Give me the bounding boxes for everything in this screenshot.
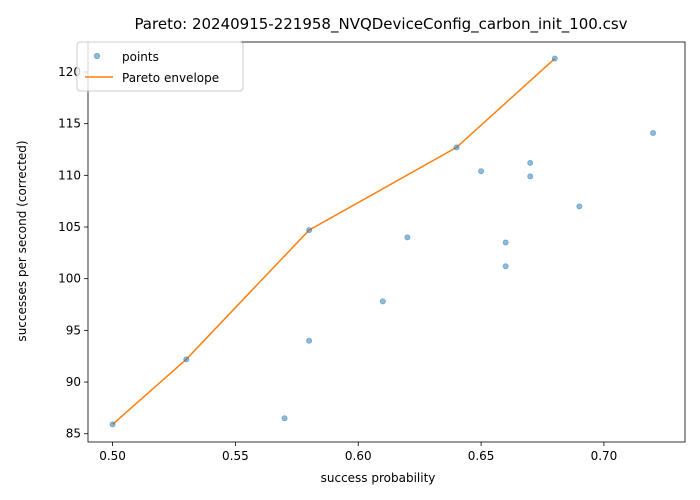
legend-envelope-label: Pareto envelope xyxy=(122,71,219,85)
y-tick-label: 85 xyxy=(66,427,81,441)
data-point xyxy=(650,129,657,136)
plot-background xyxy=(88,42,685,442)
x-tick-label: 0.50 xyxy=(99,449,126,463)
data-point xyxy=(183,356,190,363)
data-point xyxy=(306,337,313,344)
y-tick-label: 90 xyxy=(66,375,81,389)
plot-area xyxy=(88,42,685,442)
points-layer xyxy=(109,55,657,428)
data-point xyxy=(109,421,116,428)
y-axis-label: successes per second (corrected) xyxy=(15,140,29,341)
data-point xyxy=(527,159,534,166)
y-tick-label: 95 xyxy=(66,323,81,337)
legend-box xyxy=(76,41,244,92)
y-tick-label: 100 xyxy=(58,272,81,286)
data-point xyxy=(404,234,411,241)
x-tick-label: 0.60 xyxy=(345,449,372,463)
data-point xyxy=(551,55,558,62)
legend: points Pareto envelope xyxy=(76,41,244,92)
data-point xyxy=(576,203,583,210)
data-point xyxy=(527,173,534,180)
legend-points-marker xyxy=(93,52,101,60)
data-point xyxy=(453,144,460,151)
data-point xyxy=(502,263,509,270)
y-tick-label: 120 xyxy=(58,65,81,79)
data-point xyxy=(502,239,509,246)
x-axis-ticks: 0.50 0.55 0.60 0.65 0.70 xyxy=(99,442,617,463)
data-point xyxy=(281,415,288,422)
axes-frame xyxy=(87,41,686,443)
y-axis-ticks: 85 90 95 100 105 110 115 120 xyxy=(58,65,88,441)
y-tick-label: 110 xyxy=(58,168,81,182)
data-point xyxy=(478,168,485,175)
y-tick-label: 115 xyxy=(58,117,81,131)
x-tick-label: 0.55 xyxy=(222,449,249,463)
x-tick-label: 0.70 xyxy=(591,449,618,463)
axes-border xyxy=(87,41,686,443)
x-axis-label: success probability xyxy=(321,471,436,485)
x-tick-label: 0.65 xyxy=(468,449,495,463)
data-point xyxy=(379,298,386,305)
data-point xyxy=(306,227,313,234)
y-tick-label: 105 xyxy=(58,220,81,234)
chart-title: Pareto: 20240915-221958_NVQDeviceConfig_… xyxy=(134,15,627,34)
legend-points-label: points xyxy=(122,50,159,64)
